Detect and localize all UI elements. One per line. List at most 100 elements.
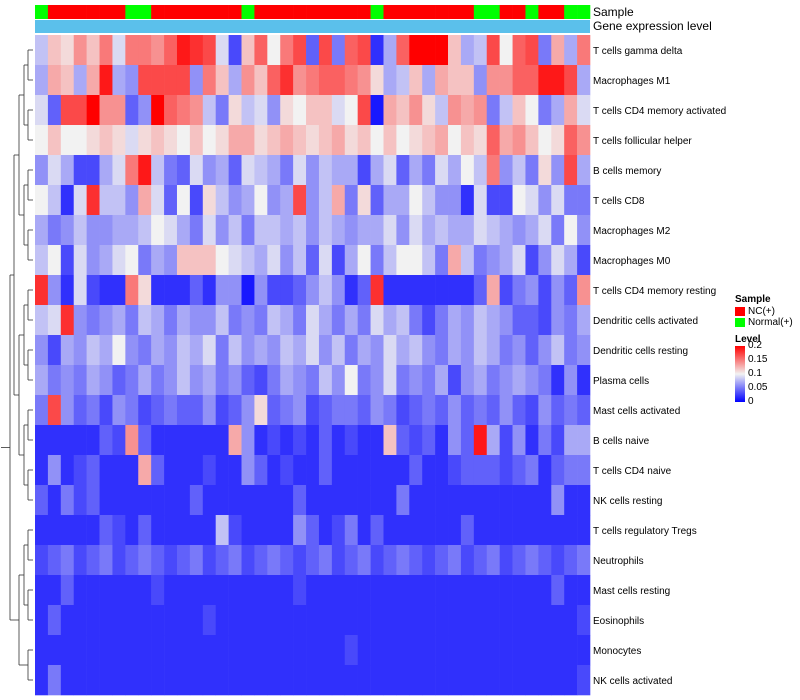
heatmap-cell xyxy=(228,635,242,666)
heatmap-cell xyxy=(460,365,475,396)
heatmap-cell xyxy=(241,605,255,636)
heatmap-cell xyxy=(176,665,191,696)
heatmap-cell xyxy=(176,575,191,606)
heatmap-cell xyxy=(267,275,281,306)
heatmap-cell xyxy=(448,455,462,486)
heatmap-cell xyxy=(306,35,320,66)
heatmap-cell xyxy=(254,35,268,66)
heatmap-cell xyxy=(138,635,152,666)
heatmap-cell xyxy=(47,425,62,456)
heatmap-cell xyxy=(525,305,539,336)
heatmap-cell xyxy=(47,665,62,696)
heatmap-cell xyxy=(422,335,436,366)
heatmap-cell xyxy=(409,575,423,606)
heatmap-cell xyxy=(47,575,62,606)
heatmap-cell xyxy=(422,215,436,246)
heatmap-cell xyxy=(73,65,87,96)
sample-annotation-cell xyxy=(189,5,204,19)
heatmap-cell xyxy=(577,215,591,246)
heatmap-cell xyxy=(435,185,449,216)
heatmap-cell xyxy=(486,125,500,156)
heatmap-cell xyxy=(164,515,178,546)
heatmap-cell xyxy=(473,125,488,156)
sample-annotation-cell xyxy=(396,5,410,19)
heatmap-cell xyxy=(241,125,255,156)
sample-annotation-cell xyxy=(486,5,500,19)
heatmap-cell xyxy=(125,545,139,576)
heatmap-cell xyxy=(512,245,526,276)
heatmap-cell xyxy=(460,515,475,546)
heatmap-cell xyxy=(512,395,526,426)
sample-annotation-cell xyxy=(551,5,565,19)
heatmap-cell xyxy=(125,425,139,456)
heatmap-cell xyxy=(241,425,255,456)
heatmap-cell xyxy=(99,335,113,366)
sample-annotation-cell xyxy=(448,5,462,19)
heatmap-cell xyxy=(228,305,242,336)
legend-item-normal: Normal(+) xyxy=(735,317,793,328)
heatmap-cell xyxy=(189,155,204,186)
heatmap-cell xyxy=(344,155,358,186)
heatmap-cell xyxy=(409,95,423,126)
heatmap-cell xyxy=(293,425,307,456)
heatmap-cell xyxy=(396,395,410,426)
heatmap-cell xyxy=(370,215,384,246)
heatmap-cell xyxy=(293,395,307,426)
heatmap-cell xyxy=(473,95,488,126)
heatmap-cell xyxy=(280,65,294,96)
heatmap-cell xyxy=(331,545,346,576)
heatmap-cell xyxy=(35,35,49,66)
heatmap-cell xyxy=(151,335,165,366)
heatmap-cell xyxy=(448,65,462,96)
heatmap-cell xyxy=(151,485,165,516)
heatmap-cell xyxy=(422,35,436,66)
heatmap-cell xyxy=(125,305,139,336)
heatmap-cell xyxy=(112,215,126,246)
heatmap-cell xyxy=(525,275,539,306)
heatmap-cell xyxy=(551,425,565,456)
row-label: Neutrophils xyxy=(593,556,644,567)
heatmap-cell xyxy=(215,365,229,396)
heatmap-cell xyxy=(499,215,513,246)
heatmap-cell xyxy=(47,635,62,666)
heatmap-cell xyxy=(499,305,513,336)
heatmap-cell xyxy=(138,575,152,606)
heatmap-cell xyxy=(189,485,204,516)
heatmap-cell xyxy=(280,275,294,306)
heatmap-cell xyxy=(215,215,229,246)
heatmap-cell xyxy=(35,365,49,396)
heatmap-cell xyxy=(460,35,475,66)
heatmap-cell xyxy=(293,365,307,396)
heatmap-cell xyxy=(564,485,578,516)
heatmap-cell xyxy=(215,95,229,126)
heatmap-cell xyxy=(267,185,281,216)
heatmap-cell xyxy=(538,185,552,216)
heatmap-cell xyxy=(538,125,552,156)
heatmap-cell xyxy=(189,515,204,546)
heatmap-cell xyxy=(383,215,397,246)
heatmap-cell xyxy=(318,395,333,426)
heatmap-cell xyxy=(35,455,49,486)
heatmap-cell xyxy=(460,215,475,246)
heatmap-cell xyxy=(512,545,526,576)
heatmap-cell xyxy=(564,335,578,366)
heatmap-cell xyxy=(138,425,152,456)
heatmap-cell xyxy=(396,455,410,486)
heatmap-cell xyxy=(525,395,539,426)
heatmap-cell xyxy=(241,65,255,96)
sample-annotation-cell xyxy=(577,5,591,19)
heatmap-cell xyxy=(151,635,165,666)
heatmap-cell xyxy=(564,605,578,636)
sample-annotation-cell xyxy=(176,5,191,19)
heatmap-cell xyxy=(460,545,475,576)
heatmap-cell xyxy=(357,185,371,216)
heatmap-cell xyxy=(331,335,346,366)
heatmap-cell xyxy=(564,515,578,546)
row-label: T cells regulatory Tregs xyxy=(593,526,697,537)
heatmap-cell xyxy=(60,185,75,216)
heatmap-cell xyxy=(409,335,423,366)
heatmap-cell xyxy=(138,365,152,396)
sample-annotation-cell xyxy=(525,5,539,19)
heatmap-cell xyxy=(280,515,294,546)
heatmap-cell xyxy=(357,275,371,306)
